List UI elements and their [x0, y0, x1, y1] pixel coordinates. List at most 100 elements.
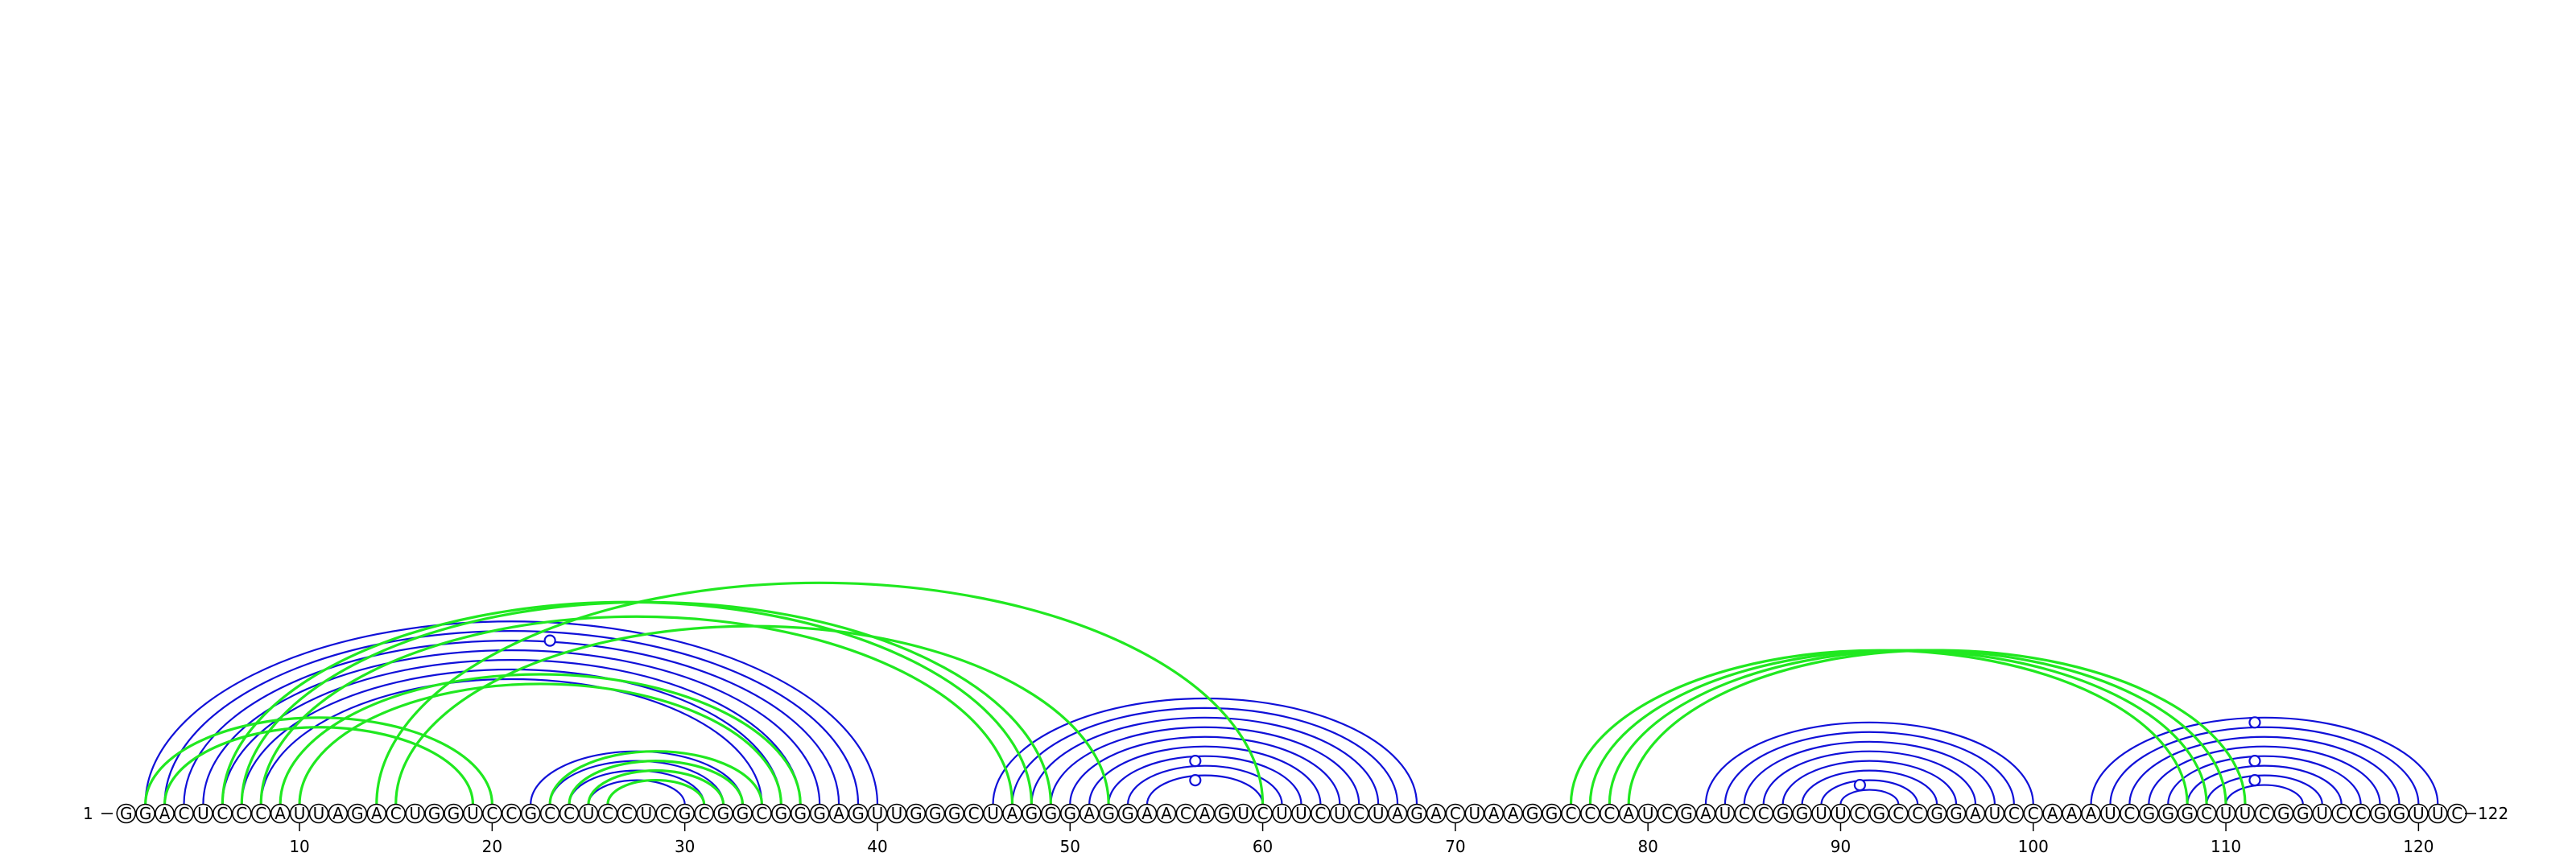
tick-label-80: 80 [1637, 837, 1657, 856]
nucleotide-17: G [424, 803, 444, 824]
nucleotide-letter: C [2008, 804, 2020, 823]
nucleotide-76: C [1561, 803, 1581, 824]
nucleotide-letter: U [891, 804, 903, 823]
nucleotide-circle [405, 803, 425, 824]
arc-10-35 [298, 682, 782, 805]
nucleotide-circle [578, 803, 599, 824]
nucleotide-circle [1445, 803, 1466, 824]
start-label: 1 [83, 804, 93, 823]
nucleotide-letter: C [2201, 804, 2212, 823]
nucleotide-8: C [250, 803, 271, 824]
nucleotide-circle [2100, 803, 2120, 824]
arc-3-39 [163, 630, 860, 805]
nucleotide-circle [675, 803, 695, 824]
arc-26-31 [606, 778, 706, 805]
nucleotide-circle [925, 803, 946, 824]
nucleotide-letter: U [640, 804, 652, 823]
nucleotide-73: A [1503, 803, 1523, 824]
pair-marker [2248, 755, 2261, 768]
nucleotide-circle [1888, 803, 1909, 824]
nucleotide-letter: U [872, 804, 884, 823]
nucleotide-letter: A [1392, 804, 1403, 823]
arc-53-61 [1126, 764, 1283, 805]
arc-90-93 [1839, 789, 1900, 805]
nucleotide-letter: G [1102, 804, 1115, 823]
nucleotide-letter: A [1084, 804, 1095, 823]
nucleotide-43: G [925, 803, 946, 824]
nucleotide-letter: A [1488, 804, 1500, 823]
arc-103-121 [2090, 716, 2439, 805]
nucleotide-letter: A [2086, 804, 2097, 823]
nucleotide-circle [386, 803, 407, 824]
nucleotide-35: G [771, 803, 791, 824]
nucleotide-circle [520, 803, 541, 824]
nucleotide-71: U [1464, 803, 1485, 824]
tick-label-30: 30 [675, 837, 695, 856]
nucleotide-letter: G [737, 804, 749, 823]
nucleotide-letter: G [2297, 804, 2310, 823]
nucleotide-25: U [578, 803, 599, 824]
nucleotide-circle [1850, 803, 1870, 824]
nucleotide-circle [1311, 803, 1331, 824]
nucleotide-75: G [1542, 803, 1562, 824]
pair-marker [1189, 755, 1202, 768]
nucleotide-circle [366, 803, 387, 824]
nucleotide-103: A [2081, 803, 2101, 824]
nucleotide-58: G [1214, 803, 1235, 824]
nucleotide-letter: G [910, 804, 923, 823]
nucleotide-113: G [2273, 803, 2294, 824]
nucleotide-circle [2235, 803, 2256, 824]
nucleotide-112: C [2254, 803, 2275, 824]
nucleotide-letter: G [1526, 804, 1539, 823]
nucleotide-circle [1484, 803, 1505, 824]
nucleotide-circle [1561, 803, 1581, 824]
nucleotide-letter: C [1912, 804, 1923, 823]
nucleotide-letter: C [621, 804, 633, 823]
nucleotide-circle [559, 803, 580, 824]
nucleotide-letter: C [2355, 804, 2367, 823]
nucleotide-letter: C [1180, 804, 1191, 823]
nucleotide-letter: A [159, 804, 171, 823]
nucleotide-letter: C [486, 804, 497, 823]
nucleotide-30: G [675, 803, 695, 824]
nucleotide-letter: C [968, 804, 980, 823]
nucleotide-16: U [405, 803, 425, 824]
nucleotide-circle [328, 803, 349, 824]
nucleotide-9: A [270, 803, 291, 824]
nucleotide-100: C [2023, 803, 2044, 824]
nucleotide-3: A [155, 803, 175, 824]
tick-label-40: 40 [867, 837, 887, 856]
nucleotide-letter: G [1121, 804, 1134, 823]
nucleotide-circle [1984, 803, 2005, 824]
nucleotide-80: U [1637, 803, 1658, 824]
arc-48-66 [1030, 716, 1380, 805]
tick-label-10: 10 [289, 837, 309, 856]
nucleotide-4: C [174, 803, 194, 824]
nucleotide-93: C [1888, 803, 1909, 824]
nucleotide-12: A [328, 803, 349, 824]
nucleotide-82: G [1676, 803, 1697, 824]
nucleotide-circle [2196, 803, 2217, 824]
nucleotide-circle [2215, 803, 2236, 824]
nucleotide-circle [1734, 803, 1755, 824]
nucleotide-circle [828, 803, 849, 824]
arc-89-94 [1820, 779, 1919, 805]
nucleotide-circle [135, 803, 155, 824]
nucleotide-letter: G [2374, 804, 2387, 823]
nucleotide-letter: A [2066, 804, 2078, 823]
nucleotide-31: C [694, 803, 714, 824]
nucleotide-circle [174, 803, 194, 824]
tick-label-120: 120 [2403, 837, 2434, 856]
arc-50-64 [1069, 735, 1341, 805]
nucleotide-49: G [1041, 803, 1061, 824]
arc-83-100 [1704, 721, 2034, 805]
nucleotide-circle [2062, 803, 2082, 824]
nucleotide-circle [2120, 803, 2140, 824]
nucleotide-circle [1600, 803, 1620, 824]
nucleotide-28: U [636, 803, 657, 824]
nucleotide-36: G [790, 803, 811, 824]
nucleotide-42: G [906, 803, 927, 824]
nucleotide-111: U [2235, 803, 2256, 824]
nucleotide-circle [1117, 803, 1138, 824]
